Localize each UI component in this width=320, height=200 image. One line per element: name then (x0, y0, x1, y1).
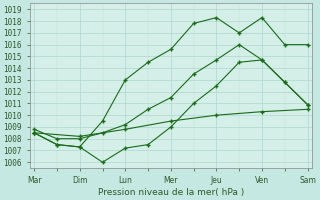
X-axis label: Pression niveau de la mer( hPa ): Pression niveau de la mer( hPa ) (98, 188, 244, 197)
